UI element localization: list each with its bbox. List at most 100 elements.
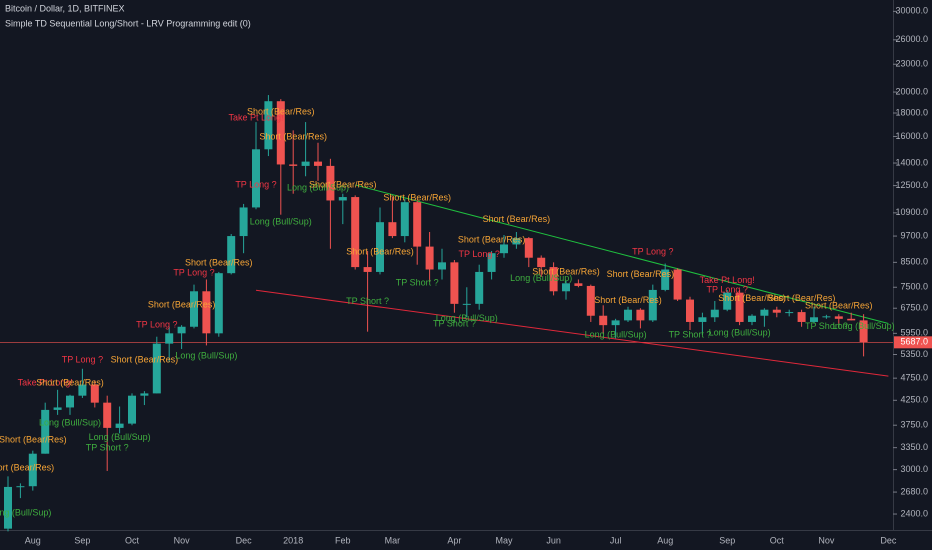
candle-body: [760, 309, 769, 316]
candle-body: [462, 303, 471, 305]
y-tick-label: 3750.0: [900, 420, 928, 430]
candle-body: [847, 318, 856, 321]
candle-body: [624, 309, 632, 321]
candle-body: [500, 244, 508, 254]
signal-label: Short (Bear/Res): [458, 235, 526, 245]
candle-body: [698, 317, 707, 322]
candle-body: [239, 207, 248, 237]
candle-body: [264, 101, 273, 150]
signal-label: TP Short ?: [396, 277, 439, 287]
signal-label: Long (Bull/Sup): [287, 183, 349, 193]
signal-label: Long (Bull/Sup): [175, 351, 237, 361]
x-tick-label: Jun: [546, 535, 561, 545]
signal-label: Long (Bull/Sup): [0, 508, 51, 518]
y-tick-label: 4750.0: [900, 373, 928, 383]
signal-label: TP Short ?: [433, 319, 476, 329]
candle-body: [487, 253, 496, 272]
signal-label: Short (Bear/Res): [148, 299, 216, 309]
candle-body: [376, 222, 384, 272]
x-tick-label: Dec: [236, 535, 253, 545]
y-tick-label: 23000.0: [895, 59, 928, 69]
candle-body: [710, 309, 719, 318]
candle-body: [289, 164, 298, 166]
signal-label: Short (Bear/Res): [185, 257, 253, 267]
candle-body: [438, 262, 446, 270]
signal-label: Take Pt Long!: [700, 275, 755, 285]
signal-label: Short (Bear/Res): [383, 193, 451, 203]
candle-body: [53, 407, 62, 410]
x-tick-label: Oct: [770, 535, 785, 545]
signal-label: Take Pt Long!: [18, 378, 73, 388]
signal-label: Short (Bear/Res): [0, 463, 54, 473]
candle-body: [611, 320, 620, 326]
price-label-box: [894, 336, 932, 349]
candle-body: [78, 384, 87, 396]
candle-body: [388, 222, 397, 237]
candle-body: [128, 395, 136, 424]
signal-label: Short (Bear/Res): [768, 293, 836, 303]
signal-label: TP Long ?: [235, 179, 276, 189]
signal-label: Short (Bear/Res): [718, 293, 786, 303]
candle-body: [524, 238, 533, 258]
candle-body: [363, 267, 372, 272]
signal-label: Long (Bull/Sup): [833, 321, 895, 331]
candle-body: [4, 486, 12, 529]
x-tick-label: Aug: [657, 535, 673, 545]
candle-body: [314, 161, 322, 166]
candle-body: [90, 384, 99, 403]
candle-body: [772, 309, 781, 313]
candle-body: [748, 315, 756, 322]
signal-label: TP Long ?: [707, 285, 748, 295]
signal-label: Short (Bear/Res): [346, 246, 414, 256]
signal-label: TP Long ?: [62, 355, 103, 365]
y-tick-label: 16000.0: [895, 131, 928, 141]
y-tick-label: 2680.0: [900, 486, 928, 496]
y-tick-label: 18000.0: [895, 107, 928, 117]
x-tick-label: Mar: [385, 535, 401, 545]
candle-body: [177, 326, 186, 334]
signal-label: Long (Bull/Sup): [39, 417, 101, 427]
signal-label: TP Long ?: [459, 249, 500, 259]
y-tick-label: 10900.0: [895, 207, 928, 217]
signal-label: Short (Bear/Res): [0, 434, 67, 444]
signal-label: TP Short ?: [86, 443, 129, 453]
x-tick-label: May: [495, 535, 513, 545]
signal-label: TP Long ?: [173, 268, 214, 278]
candle-body: [425, 246, 434, 270]
x-tick-label: Sep: [719, 535, 735, 545]
candle-body: [537, 257, 546, 268]
candle-body: [785, 312, 794, 314]
signal-label: Short (Bear/Res): [532, 267, 600, 277]
signal-label: TP Long ?: [136, 320, 177, 330]
candle-body: [723, 292, 732, 310]
signal-label: Long (Bull/Sup): [585, 329, 647, 339]
candle-body: [66, 395, 74, 408]
signal-label: Short (Bear/Res): [483, 214, 551, 224]
signal-label: Long (Bull/Sup): [250, 217, 312, 227]
candle-body: [165, 333, 174, 344]
x-tick-label: Feb: [335, 535, 351, 545]
y-tick-label: 12500.0: [895, 180, 928, 190]
signal-label: Take Pt Long!: [228, 112, 283, 122]
candle-body: [338, 197, 347, 201]
y-tick-label: 14000.0: [895, 157, 928, 167]
candle-body: [41, 409, 50, 454]
signal-label: Short (Bear/Res): [607, 269, 675, 279]
y-tick-label: 26000.0: [895, 34, 928, 44]
price-label: 5687.0: [900, 337, 928, 347]
candle-body: [326, 165, 335, 201]
candle-body: [475, 271, 484, 304]
chart-title: Bitcoin / Dollar, 1D, BITFINEX: [5, 3, 125, 13]
signal-label: Short (Bear/Res): [259, 131, 327, 141]
signal-label: Long (Bull/Sup): [709, 327, 771, 337]
y-tick-label: 9700.0: [900, 230, 928, 240]
candle-body: [661, 269, 670, 290]
chart-subtitle: Simple TD Sequential Long/Short - LRV Pr…: [5, 18, 251, 28]
signal-label: Short (Bear/Res): [594, 295, 662, 305]
candle-body: [562, 283, 570, 292]
trendline: [355, 184, 889, 325]
candle-body: [797, 312, 806, 322]
signal-label: Short (Bear/Res): [247, 106, 315, 116]
x-tick-label: Oct: [125, 535, 140, 545]
